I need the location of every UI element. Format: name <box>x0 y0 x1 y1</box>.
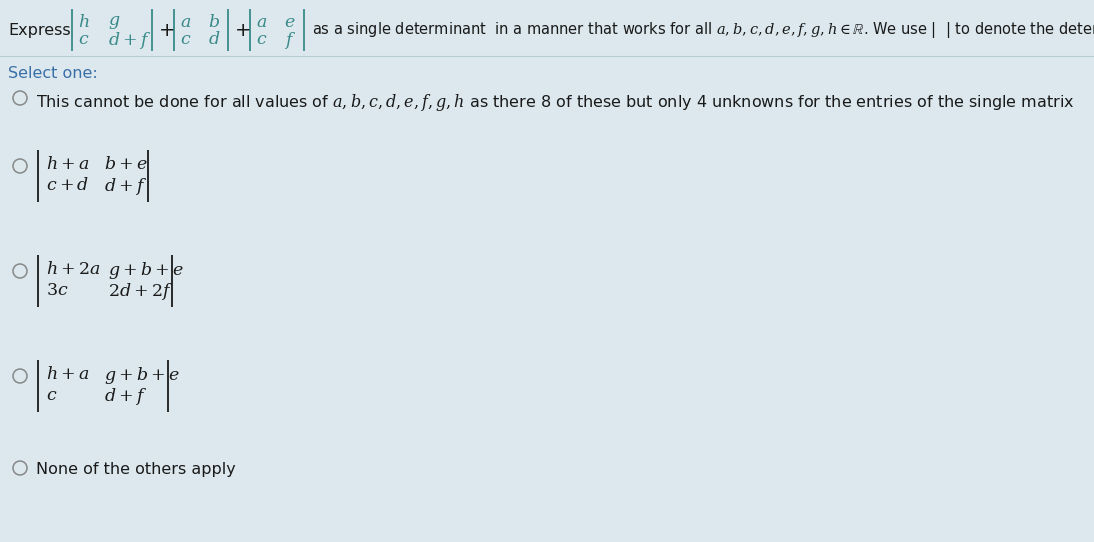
Text: $c$: $c$ <box>78 30 90 48</box>
Text: $f$: $f$ <box>284 30 296 51</box>
Text: $h+a$: $h+a$ <box>46 365 90 383</box>
Text: $c$: $c$ <box>181 30 191 48</box>
Text: $3c$: $3c$ <box>46 281 69 299</box>
Text: $g+b+e$: $g+b+e$ <box>104 365 181 386</box>
Text: This cannot be done for all values of $a, b, c, d, e, f, g, h$ as there 8 of the: This cannot be done for all values of $a… <box>36 92 1074 113</box>
Text: $+$: $+$ <box>158 21 174 40</box>
Text: $h+2a$: $h+2a$ <box>46 260 101 278</box>
Text: as a single determinant  in a manner that works for all $a, b, c, d, e, f, g, h : as a single determinant in a manner that… <box>312 20 1094 40</box>
Text: $c+d$: $c+d$ <box>46 176 90 194</box>
Text: $h+a$: $h+a$ <box>46 155 90 173</box>
Text: $b$: $b$ <box>208 13 220 31</box>
Text: $a$: $a$ <box>181 13 191 31</box>
Text: $h$: $h$ <box>78 13 90 31</box>
Text: $d$: $d$ <box>208 30 220 48</box>
Text: $+$: $+$ <box>234 21 251 40</box>
Text: Express: Express <box>8 23 71 37</box>
Text: $2d+2f$: $2d+2f$ <box>108 281 173 302</box>
Text: $a$: $a$ <box>256 13 267 31</box>
Text: $b+e$: $b+e$ <box>104 155 148 173</box>
Text: $g$: $g$ <box>108 13 120 31</box>
Text: Select one:: Select one: <box>8 66 97 81</box>
Text: $e$: $e$ <box>284 13 295 31</box>
Text: None of the others apply: None of the others apply <box>36 462 235 477</box>
Text: $d+f$: $d+f$ <box>108 30 151 51</box>
Text: $d+f$: $d+f$ <box>104 386 148 407</box>
Text: $g+b+e$: $g+b+e$ <box>108 260 184 281</box>
Text: $d+f$: $d+f$ <box>104 176 148 197</box>
Text: $c$: $c$ <box>256 30 267 48</box>
Text: $c$: $c$ <box>46 386 57 404</box>
